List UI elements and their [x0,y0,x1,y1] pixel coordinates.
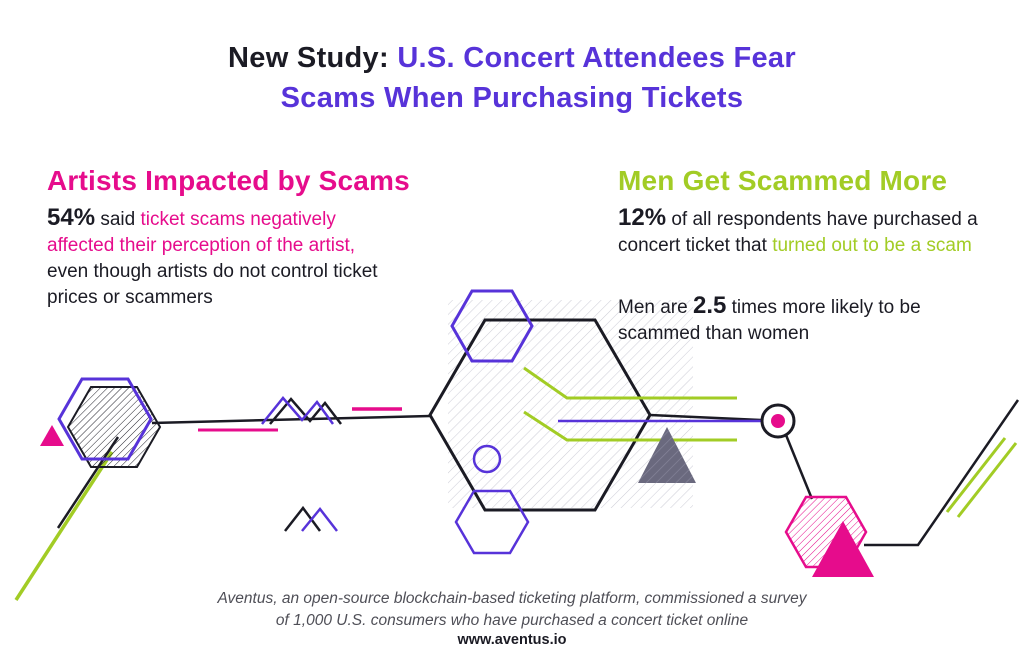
source-line-1: Aventus, an open-source blockchain-based… [217,590,807,607]
men-stat: 12% [618,204,667,231]
website-url: www.aventus.io [457,632,567,648]
connector-line [151,414,431,425]
men-section-text-2: Men are 2.5 times more likely to be scam… [618,293,1000,347]
artists-text-after: even though artists do not control ticke… [47,261,378,308]
lime-diagonals-right [945,437,1018,518]
target-circle [760,403,796,439]
magenta-triangle-left [40,425,64,446]
men-text2-before: Men are [618,297,693,318]
source-note: Aventus, an open-source blockchain-based… [0,588,1024,632]
left-hexagon [57,377,162,468]
men-text-before: of all respondents have purchased a conc… [618,209,978,256]
men-section-heading: Men Get Scammed More [618,165,948,197]
artists-text-highlight: ticket scams negatively affected their p… [47,209,356,256]
bottom-purple-hexagon [454,489,530,555]
circle-connector [784,434,814,500]
zigzag-top [261,396,342,425]
title-prefix: New Study: [228,42,398,74]
right-polyline [864,399,1020,547]
title-highlight-2: Scams When Purchasing Tickets [280,82,744,114]
title-line-1: New Study: U.S. Concert Attendees Fear [0,38,1024,78]
page-title: New Study: U.S. Concert Attendees Fear S… [0,38,1024,118]
artists-section-heading: Artists Impacted by Scams [47,165,410,197]
zigzag-bottom [284,505,338,532]
men-section-text-1: 12% of all respondents have purchased a … [618,205,1000,259]
magenta-triangle-right [812,521,874,577]
source-line-2: of 1,000 U.S. consumers who have purchas… [275,612,749,629]
slate-triangle [638,427,696,483]
lime-diagonal-left [14,451,114,601]
purple-circle [472,444,502,474]
men-text2-after: times more likely to be scammed than wom… [618,297,921,344]
top-purple-hexagon [450,289,534,363]
men-ratio-stat: 2.5 [692,292,727,319]
title-highlight-1: U.S. Concert Attendees Fear [397,42,796,74]
black-line-right [649,413,762,422]
lime-lines [523,366,737,442]
artists-stat: 54% [47,204,96,231]
artists-section-text: 54% said ticket scams negatively affecte… [47,205,387,311]
men-text-highlight: turned out to be a scam [772,235,972,256]
artists-text-before: said [95,209,141,230]
